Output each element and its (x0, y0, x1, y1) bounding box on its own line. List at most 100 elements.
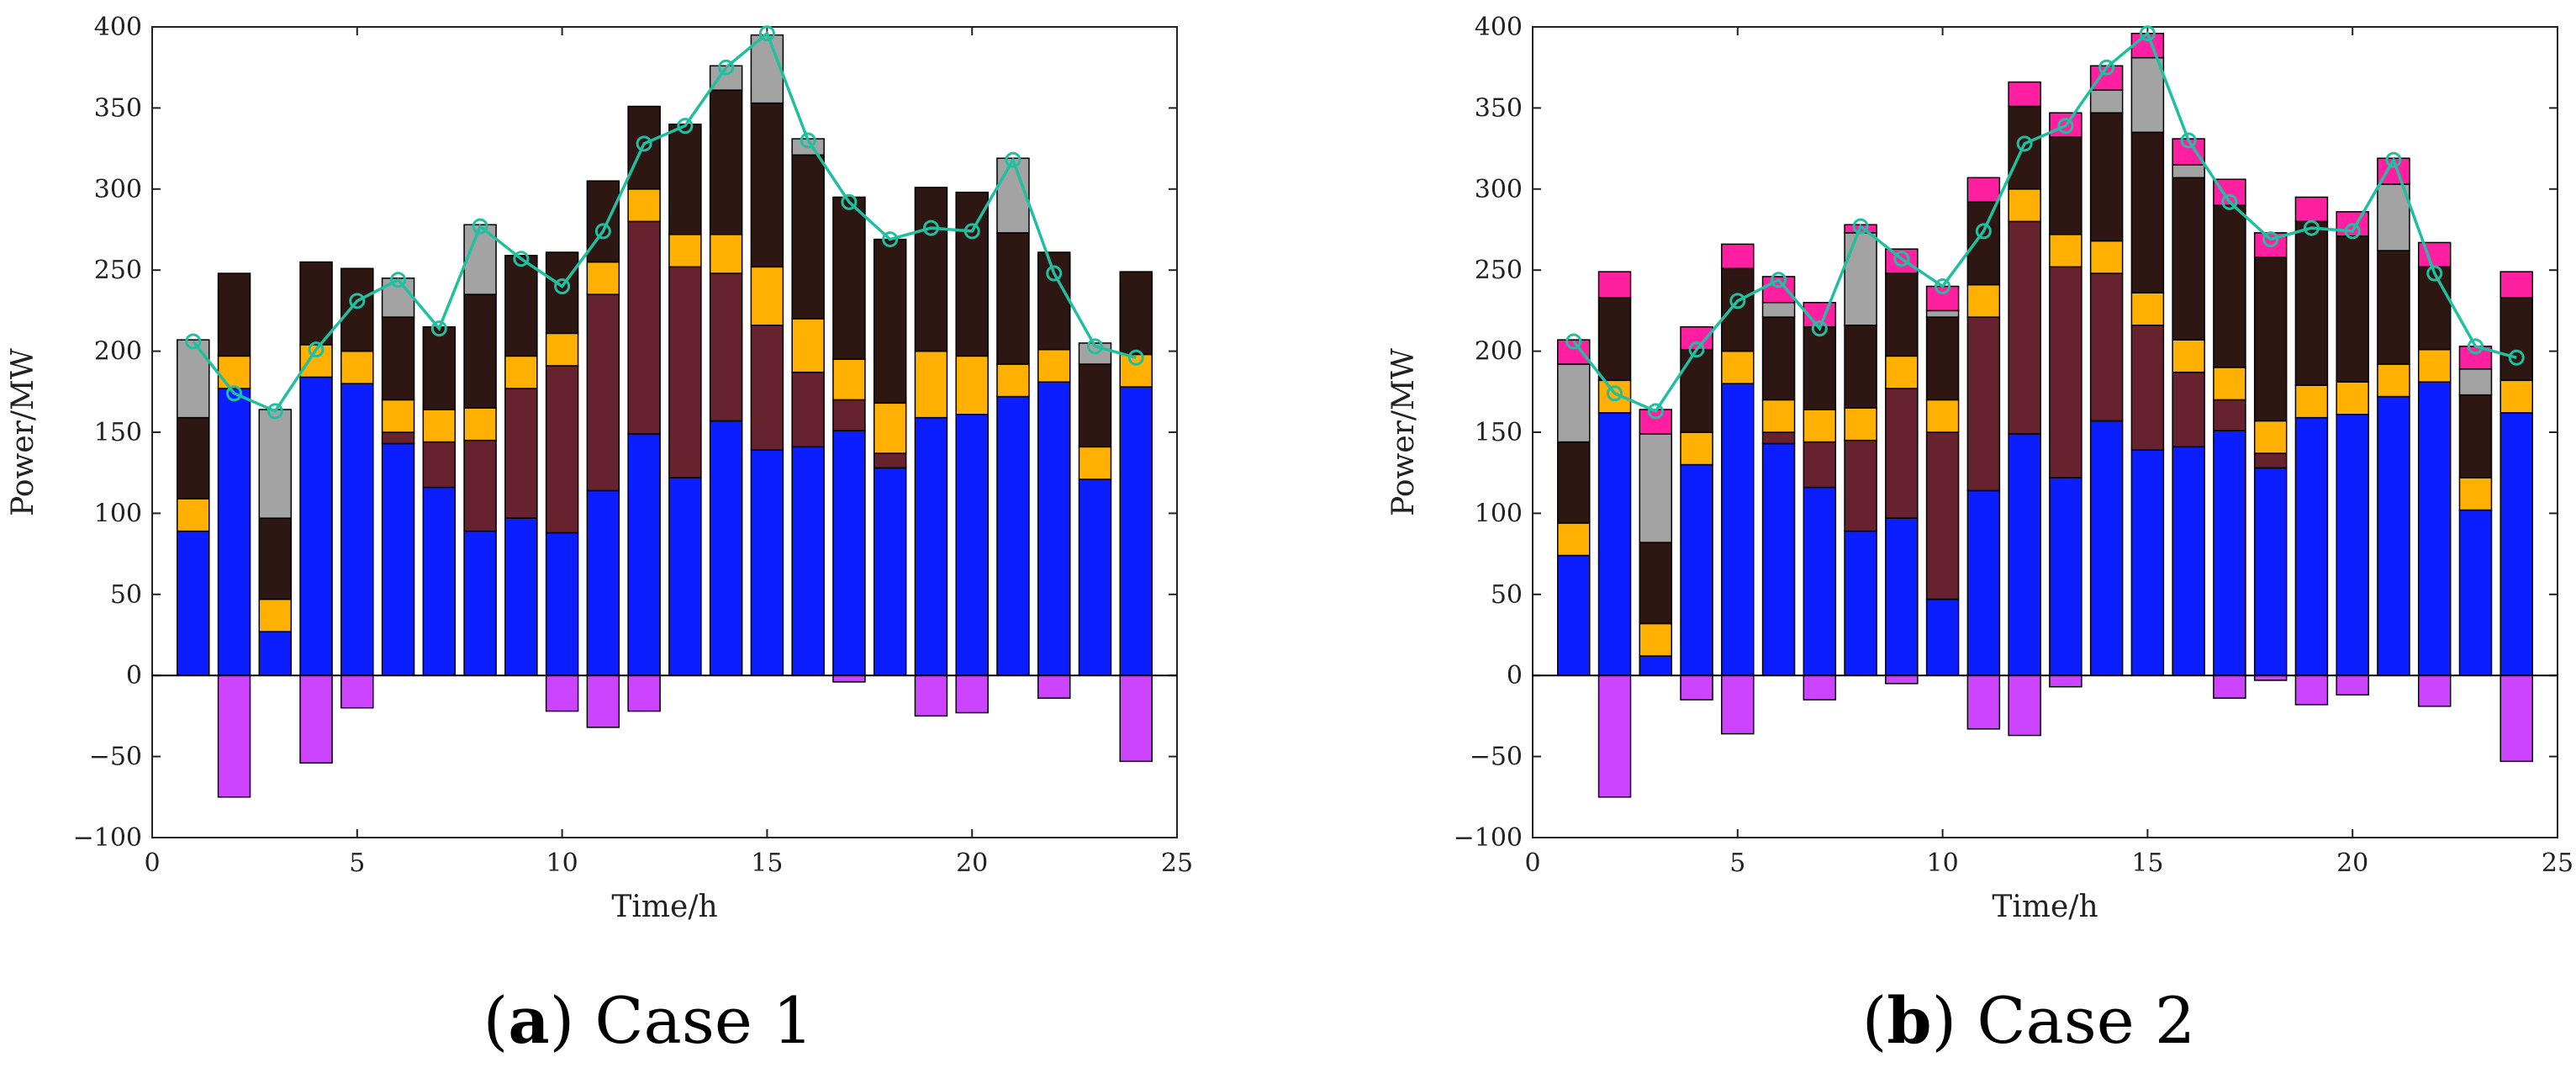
caption-close-paren: ) (550, 983, 595, 1058)
load-point-h19 (922, 219, 939, 236)
bar-gray-h1 (1557, 363, 1591, 443)
bar-darkbrown-h2 (217, 272, 251, 357)
bar-gray-h21 (996, 157, 1030, 234)
bar-negative-h5 (1721, 674, 1755, 735)
load-point-h14 (2098, 59, 2115, 76)
bar-darkred-h7 (1803, 441, 1837, 489)
load-point-h21 (2385, 151, 2402, 168)
bar-darkbrown-h24 (1119, 271, 1153, 356)
load-point-h12 (2016, 135, 2033, 152)
y-tick-label: 50 (110, 580, 142, 610)
bar-darkbrown-h19 (2294, 220, 2329, 386)
y-tick-label: 200 (1475, 337, 1523, 367)
bar-orange-h19 (914, 350, 948, 419)
load-point-h3 (1647, 403, 1664, 420)
load-point-h11 (1975, 223, 1992, 240)
bar-orange-h8 (1844, 407, 1877, 441)
x-tick-label: 20 (2336, 849, 2368, 878)
bar-orange-h20 (955, 355, 989, 415)
load-point-h16 (800, 132, 816, 149)
bar-darkbrown-h11 (1966, 201, 2001, 286)
load-point-h8 (472, 218, 488, 235)
bar-hotpink-h24 (2499, 271, 2533, 299)
bar-darkred-h12 (2008, 220, 2041, 435)
load-point-h5 (349, 293, 366, 309)
bar-negative-h20 (955, 674, 989, 714)
load-point-h20 (2344, 223, 2361, 240)
y-tick-label: 100 (94, 499, 142, 528)
bar-gray-h8 (1844, 232, 1877, 326)
bar-darkred-h10 (545, 365, 579, 534)
bar-negative-h9 (1885, 674, 1919, 685)
load-point-h11 (594, 223, 611, 240)
bar-blue-h11 (586, 489, 620, 676)
bar-blue-h12 (627, 433, 661, 676)
load-point-h19 (2303, 219, 2320, 236)
bar-orange-h21 (2377, 363, 2410, 398)
bar-blue-h24 (2499, 412, 2533, 676)
bar-hotpink-h1 (1557, 339, 1591, 365)
bar-gray-h16 (2172, 164, 2205, 179)
load-point-h18 (882, 231, 899, 248)
caption-close-paren: ) (1932, 983, 1977, 1058)
bar-hotpink-h11 (1966, 177, 2001, 203)
load-point-h4 (1688, 341, 1705, 358)
caption-letter: b (1887, 983, 1931, 1058)
y-tick-label: 400 (1475, 13, 1523, 42)
caption-letter: a (508, 983, 549, 1058)
bar-darkbrown-h18 (873, 238, 907, 404)
load-point-h17 (2221, 193, 2238, 210)
bar-negative-h12 (627, 674, 661, 712)
bar-darkred-h12 (627, 220, 661, 435)
bar-darkbrown-h5 (1721, 267, 1755, 352)
bar-darkbrown-h23 (2458, 394, 2493, 478)
y-tick-label: 150 (1475, 418, 1523, 447)
bar-blue-h19 (914, 416, 948, 676)
load-point-h6 (1771, 272, 1787, 288)
bar-orange-h13 (2049, 234, 2082, 268)
y-tick-label: 300 (94, 175, 142, 204)
chart-panel-a: −100 −50 0 50 100 150 200 250 300 350 400 0 5 10 15 20 2… (6, 13, 1193, 1058)
bar-darkbrown-h14 (2089, 112, 2124, 242)
x-axis-label: Time/h (1992, 890, 2098, 924)
bar-blue-h17 (832, 430, 866, 676)
bar-negative-h11 (586, 674, 620, 728)
bar-darkred-h8 (1844, 439, 1877, 532)
bar-orange-h9 (1885, 355, 1919, 389)
load-point-h9 (513, 251, 530, 267)
bar-hotpink-h19 (2294, 196, 2329, 223)
bar-blue-h9 (1885, 517, 1919, 676)
bar-blue-h22 (1037, 381, 1071, 676)
bar-darkred-h7 (422, 441, 457, 489)
bar-negative-h2 (217, 674, 251, 798)
bar-blue-h12 (2008, 433, 2041, 676)
bar-darkbrown-h16 (791, 154, 825, 320)
bar-orange-h12 (2008, 188, 2041, 223)
bar-blue-h18 (2253, 467, 2288, 676)
bar-orange-h1 (177, 498, 210, 532)
bar-darkbrown-h3 (258, 517, 293, 600)
y-tick-label: −50 (89, 743, 142, 772)
bar-negative-h17 (832, 674, 866, 683)
y-tick-label: 250 (94, 256, 142, 285)
bar-darkred-h16 (791, 371, 825, 448)
panel-caption: (a) Case 1 (483, 983, 814, 1058)
x-tick-label: 25 (1161, 849, 1193, 878)
bar-darkbrown-h24 (2499, 297, 2533, 382)
chart-panel-b: −100 −50 0 50 100 150 200 250 300 350 400 0 5 10 15 20 2… (1386, 13, 2573, 1058)
bar-negative-h19 (2294, 674, 2329, 706)
bar-blue-h13 (668, 477, 702, 676)
bar-darkbrown-h16 (2172, 177, 2205, 341)
bar-darkred-h14 (709, 272, 743, 422)
bar-orange-h4 (299, 344, 333, 378)
load-point-h13 (677, 118, 694, 135)
bar-orange-h6 (1761, 399, 1796, 433)
bar-negative-h4 (299, 674, 333, 764)
bar-blue-h5 (1721, 383, 1755, 676)
bar-blue-h8 (463, 530, 497, 676)
load-point-h22 (1046, 265, 1063, 282)
bar-blue-h3 (258, 631, 293, 676)
load-point-h7 (1811, 320, 1828, 337)
bar-blue-h4 (299, 376, 333, 676)
bar-darkbrown-h1 (177, 416, 210, 500)
